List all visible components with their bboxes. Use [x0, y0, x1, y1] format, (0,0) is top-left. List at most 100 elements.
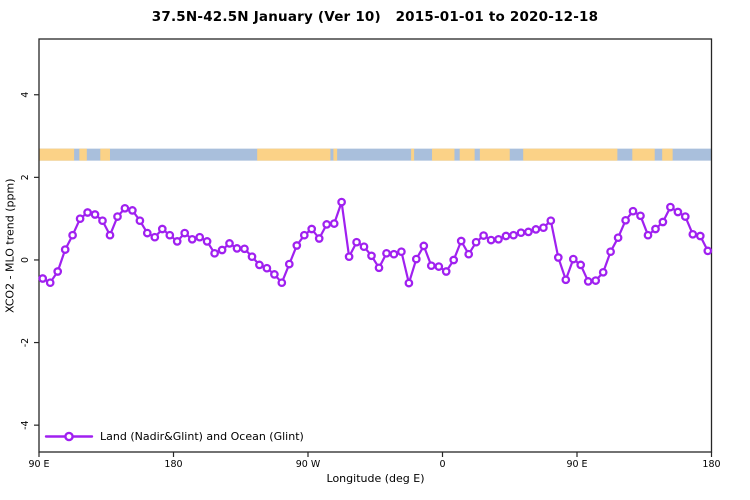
map-strip-land-segment — [333, 148, 338, 161]
map-strip-land-segment — [257, 148, 331, 161]
data-point-marker — [307, 224, 317, 234]
map-strip-land-segment — [39, 148, 75, 161]
data-point-marker — [404, 278, 414, 288]
data-point-marker — [60, 245, 70, 254]
data-point-marker — [299, 230, 309, 240]
y-tick-label: 0 — [20, 257, 31, 263]
data-point-marker — [322, 220, 332, 229]
data-point-marker — [464, 249, 474, 259]
data-point-marker — [225, 239, 234, 248]
data-point-marker — [531, 225, 541, 234]
data-point-marker — [673, 207, 683, 217]
data-point-marker — [367, 251, 376, 261]
data-point-marker — [509, 230, 518, 240]
data-point-marker — [621, 215, 630, 225]
data-point-marker — [539, 223, 548, 233]
data-point-marker — [553, 253, 563, 262]
data-point-marker — [643, 230, 653, 240]
y-tick-label: -2 — [20, 338, 31, 347]
data-point-marker — [128, 206, 137, 215]
data-point-marker — [606, 247, 615, 257]
data-point-marker — [38, 274, 48, 283]
data-point-marker — [613, 233, 623, 243]
data-point-marker — [411, 254, 421, 264]
data-point-marker — [240, 244, 249, 254]
series-line — [41, 201, 709, 285]
map-strip-land-segment — [432, 148, 455, 161]
data-point-marker — [202, 237, 212, 246]
data-point-marker — [180, 228, 190, 238]
data-point-marker — [524, 227, 533, 237]
data-point-marker — [172, 237, 182, 246]
data-point-marker — [247, 252, 257, 262]
data-point-marker — [53, 267, 63, 276]
y-tick-label: 2 — [20, 174, 31, 180]
data-point-marker — [703, 246, 713, 256]
data-point-marker — [150, 232, 160, 242]
map-strip-land-segment — [523, 148, 618, 161]
map-strip-land-segment — [411, 148, 415, 161]
data-point-marker — [90, 210, 100, 219]
data-point-marker — [546, 216, 556, 226]
data-point-marker — [142, 228, 152, 238]
data-point-marker — [389, 249, 399, 259]
data-point-marker — [98, 216, 107, 226]
y-tick-label: -4 — [20, 420, 31, 429]
map-strip-land-segment — [662, 148, 673, 161]
x-tick-label: 90 W — [296, 459, 321, 470]
data-point-marker — [359, 242, 369, 252]
data-point-marker — [337, 197, 346, 207]
map-strip-land-segment — [459, 148, 475, 161]
data-point-marker — [382, 248, 391, 258]
data-point-marker — [666, 202, 675, 212]
data-point-marker — [486, 235, 496, 245]
data-point-marker — [576, 260, 586, 270]
plot-box — [38, 38, 713, 453]
data-point-marker — [45, 278, 55, 288]
data-point-marker — [680, 212, 690, 221]
map-strip-land-segment — [79, 148, 87, 161]
data-point-marker — [516, 228, 526, 238]
data-point-marker — [494, 234, 503, 244]
data-point-marker — [583, 277, 593, 286]
data-point-marker — [628, 206, 638, 216]
data-point-marker — [157, 224, 167, 234]
data-point-marker — [113, 212, 122, 221]
data-point-marker — [314, 234, 324, 243]
data-point-marker — [217, 245, 227, 255]
data-point-marker — [449, 255, 459, 265]
data-point-marker — [374, 263, 384, 273]
data-point-marker — [441, 267, 451, 276]
data-point-marker — [270, 270, 279, 279]
data-point-marker — [232, 244, 242, 253]
data-point-marker — [255, 260, 264, 270]
data-point-marker — [292, 241, 302, 250]
data-point-marker — [83, 208, 92, 217]
data-point-marker — [210, 248, 219, 258]
data-point-marker — [479, 231, 488, 240]
x-tick-label: 0 — [439, 459, 445, 470]
data-point-marker — [434, 262, 444, 271]
y-axis-title: XCO2 - MLO trend (ppm) — [3, 178, 17, 313]
data-point-marker — [120, 203, 130, 213]
data-point-marker — [426, 261, 436, 271]
map-strip-land-segment — [479, 148, 510, 161]
x-tick-label: 90 E — [566, 459, 587, 470]
data-point-marker — [277, 278, 287, 288]
data-point-marker — [135, 216, 145, 226]
data-point-marker — [598, 267, 608, 277]
data-point-marker — [105, 230, 115, 240]
chart-title: 37.5N-42.5N January (Ver 10) 2015-01-01 … — [151, 9, 599, 25]
data-point-marker — [651, 224, 660, 234]
data-point-marker — [187, 234, 197, 244]
x-tick-label: 90 E — [28, 459, 49, 470]
data-point-marker — [658, 217, 668, 227]
x-tick-label: 180 — [702, 459, 720, 470]
legend-label: Land (Nadir&Glint) and Ocean (Glint) — [100, 430, 304, 443]
data-point-marker — [471, 237, 481, 247]
data-point-marker — [165, 230, 175, 240]
data-point-marker — [591, 276, 601, 285]
data-point-marker — [501, 231, 511, 241]
